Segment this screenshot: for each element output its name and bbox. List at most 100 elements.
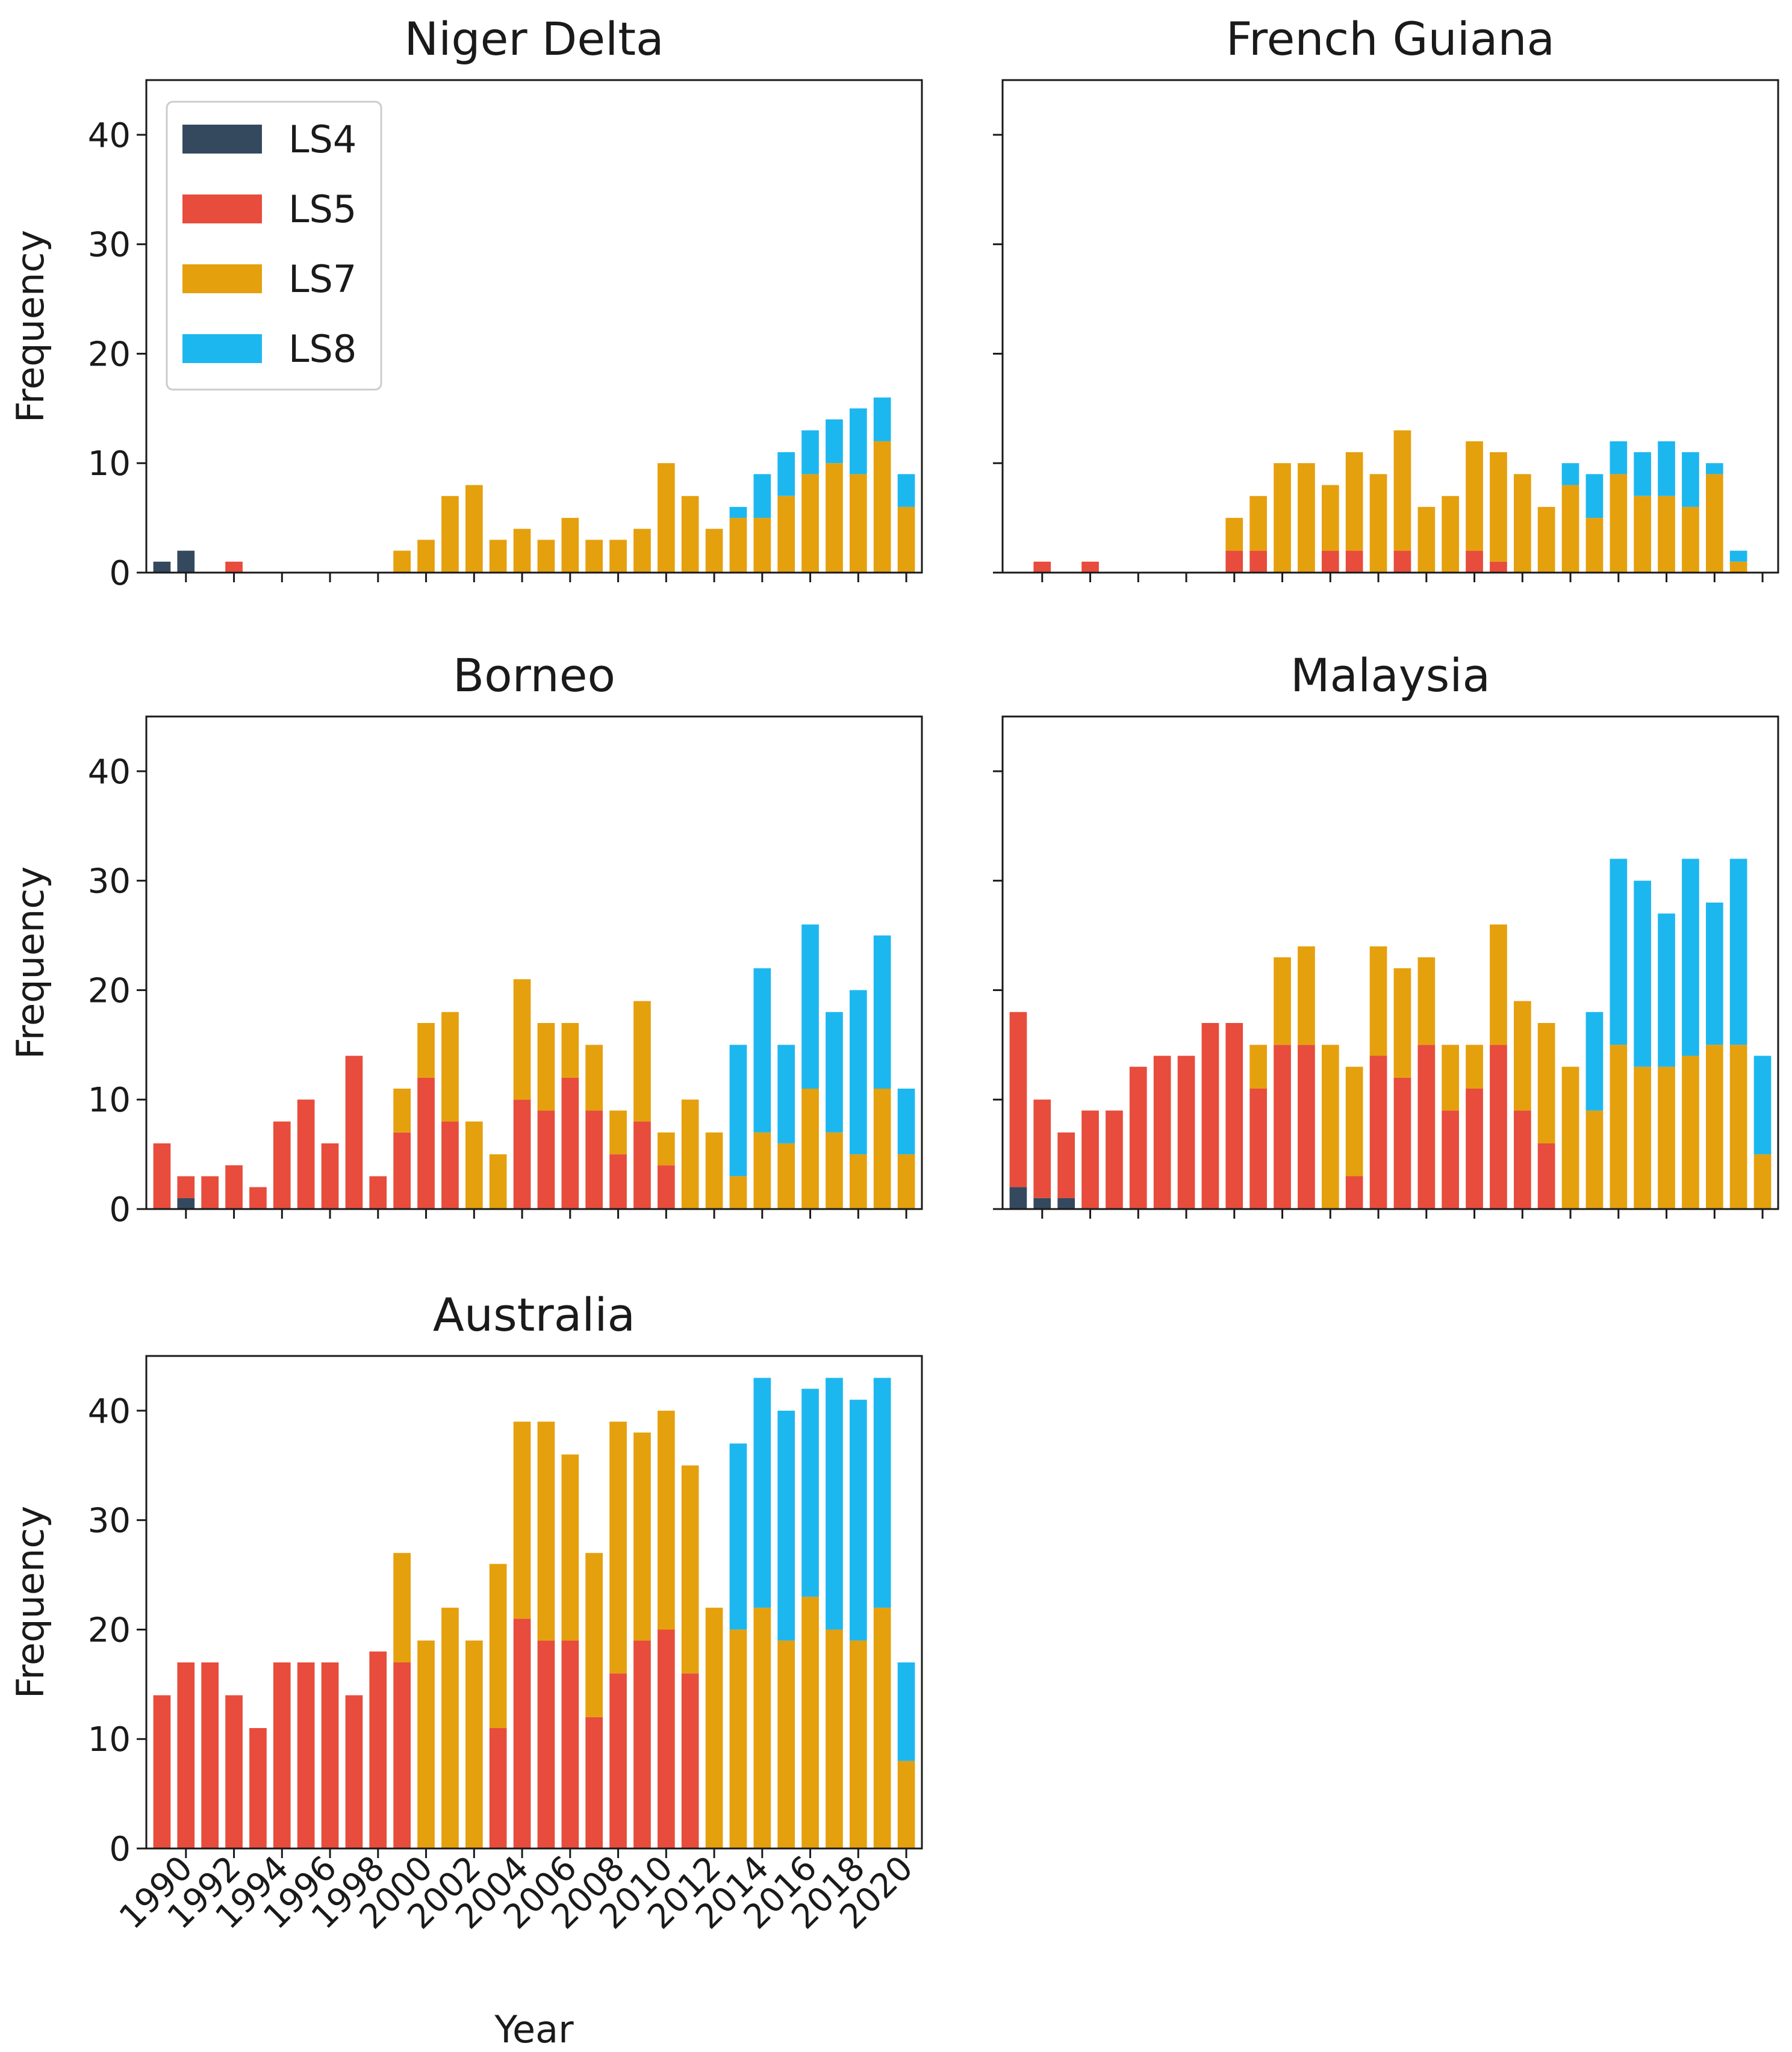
bar-ls8-2014 bbox=[753, 1378, 771, 1608]
bar-ls7-2003 bbox=[489, 1564, 507, 1729]
bar-ls7-2019 bbox=[873, 441, 891, 573]
bar-ls7-2010 bbox=[1514, 474, 1531, 573]
bar-ls7-2019 bbox=[1729, 561, 1747, 573]
bar-ls5-1999 bbox=[393, 1132, 411, 1209]
bar-ls5-1998 bbox=[1225, 1023, 1243, 1209]
bar-ls5-2010 bbox=[1514, 1110, 1531, 1209]
bar-ls7-2013 bbox=[729, 1629, 747, 1848]
y-tick-label: 10 bbox=[88, 1720, 131, 1759]
bar-ls7-2016 bbox=[1658, 496, 1675, 573]
bar-ls7-2018 bbox=[1706, 1045, 1723, 1209]
bar-ls8-2013 bbox=[1585, 474, 1604, 518]
bar-ls4-1990 bbox=[1033, 1198, 1051, 1209]
bar-ls8-2013 bbox=[729, 1045, 747, 1177]
bar-ls7-2004 bbox=[513, 979, 531, 1100]
bar-ls8-2016 bbox=[801, 924, 819, 1089]
bar-ls5-2000 bbox=[1274, 1045, 1291, 1209]
bar-ls5-1994 bbox=[273, 1121, 291, 1209]
bar-ls5-2010 bbox=[658, 1629, 675, 1848]
bar-ls5-1992 bbox=[225, 561, 243, 573]
bar-ls5-2001 bbox=[441, 1121, 459, 1209]
bar-ls7-2008 bbox=[609, 539, 627, 573]
bar-ls8-2013 bbox=[729, 506, 747, 518]
bar-ls5-1989 bbox=[153, 1143, 171, 1209]
bar-ls7-2010 bbox=[658, 1132, 675, 1166]
bar-ls7-2011 bbox=[681, 496, 699, 573]
bar-ls5-1990 bbox=[177, 1176, 195, 1198]
bar-ls7-2017 bbox=[826, 463, 843, 573]
bar-ls5-1997 bbox=[345, 1056, 363, 1209]
bar-ls8-2012 bbox=[1561, 463, 1579, 485]
bar-ls8-2017 bbox=[1682, 859, 1699, 1056]
panel-australia: 0102030401990199219941996199820002002200… bbox=[8, 1288, 923, 2051]
bar-ls5-1990 bbox=[177, 1662, 195, 1848]
bar-ls5-1995 bbox=[1153, 1056, 1171, 1209]
bar-ls5-1992 bbox=[1081, 1110, 1099, 1209]
bar-ls7-2013 bbox=[729, 1176, 747, 1209]
bar-ls7-2008 bbox=[609, 1422, 627, 1674]
bar-ls7-2002 bbox=[1322, 485, 1339, 551]
bar-ls7-2011 bbox=[1537, 506, 1555, 573]
bar-ls7-2018 bbox=[1706, 474, 1723, 573]
bar-ls7-2000 bbox=[417, 1640, 435, 1848]
bar-ls7-2010 bbox=[658, 463, 675, 573]
bar-ls8-2020 bbox=[897, 1089, 915, 1155]
bar-ls7-2018 bbox=[850, 474, 867, 573]
bar-ls8-2019 bbox=[1729, 550, 1747, 562]
y-tick-label: 10 bbox=[88, 1081, 131, 1120]
bar-ls5-1998 bbox=[369, 1176, 387, 1209]
bar-ls5-2011 bbox=[1537, 1143, 1555, 1209]
bar-ls5-2006 bbox=[561, 1640, 579, 1848]
bar-ls4-1989 bbox=[1009, 1187, 1027, 1209]
bar-ls7-2004 bbox=[1369, 946, 1387, 1056]
bar-ls7-1999 bbox=[393, 1089, 411, 1133]
bar-ls8-2016 bbox=[801, 430, 819, 474]
bar-ls7-2019 bbox=[873, 1089, 891, 1209]
bar-ls7-2006 bbox=[1417, 957, 1436, 1045]
bar-ls8-2015 bbox=[777, 1410, 795, 1641]
bar-ls7-2016 bbox=[801, 474, 819, 573]
bar-ls7-2019 bbox=[873, 1608, 891, 1848]
bar-ls7-2005 bbox=[1393, 430, 1411, 551]
bar-ls5-1992 bbox=[1081, 561, 1099, 573]
bars bbox=[1009, 859, 1772, 1209]
bar-ls7-1998 bbox=[1225, 518, 1243, 551]
bar-ls8-2015 bbox=[1634, 452, 1651, 496]
bar-ls5-1998 bbox=[1225, 550, 1243, 573]
bar-ls8-2019 bbox=[873, 1378, 891, 1608]
bar-ls7-2011 bbox=[681, 1099, 699, 1209]
bar-ls5-2008 bbox=[609, 1673, 627, 1848]
bar-ls8-2017 bbox=[826, 1378, 843, 1630]
bar-ls5-1991 bbox=[1057, 1132, 1075, 1198]
bar-ls7-2003 bbox=[1345, 452, 1363, 551]
bar-ls7-2015 bbox=[1634, 496, 1651, 573]
bar-ls8-2020 bbox=[897, 1662, 915, 1761]
bar-ls7-2007 bbox=[1442, 1045, 1459, 1111]
panel-title: French Guiana bbox=[1226, 12, 1555, 66]
legend-swatch-ls7 bbox=[182, 264, 262, 293]
legend-box bbox=[166, 101, 382, 391]
y-tick-label: 0 bbox=[109, 1830, 131, 1869]
bar-ls7-2012 bbox=[705, 529, 723, 573]
bar-ls8-2015 bbox=[777, 1045, 795, 1143]
bar-ls7-2012 bbox=[705, 1132, 723, 1209]
bar-ls5-2003 bbox=[1345, 1176, 1363, 1209]
bar-ls5-2005 bbox=[537, 1110, 555, 1209]
bar-ls5-2001 bbox=[1298, 1045, 1315, 1209]
bar-ls7-2009 bbox=[1490, 452, 1507, 562]
bar-ls8-2013 bbox=[729, 1443, 747, 1630]
panel-title: Niger Delta bbox=[404, 12, 664, 66]
legend-label-ls8: LS8 bbox=[288, 327, 356, 371]
bar-ls7-1999 bbox=[393, 1553, 411, 1662]
bar-ls7-1999 bbox=[393, 550, 411, 573]
y-tick-label: 40 bbox=[88, 116, 131, 155]
bar-ls7-2009 bbox=[1490, 924, 1507, 1045]
bar-ls8-2018 bbox=[850, 1399, 867, 1641]
bar-ls7-2020 bbox=[897, 1154, 915, 1209]
y-axis-label: Frequency bbox=[8, 1506, 52, 1699]
bar-ls7-2015 bbox=[777, 496, 795, 573]
y-tick-label: 20 bbox=[88, 1611, 131, 1650]
bar-ls7-2001 bbox=[1298, 463, 1315, 573]
bar-ls5-1989 bbox=[153, 1695, 171, 1848]
